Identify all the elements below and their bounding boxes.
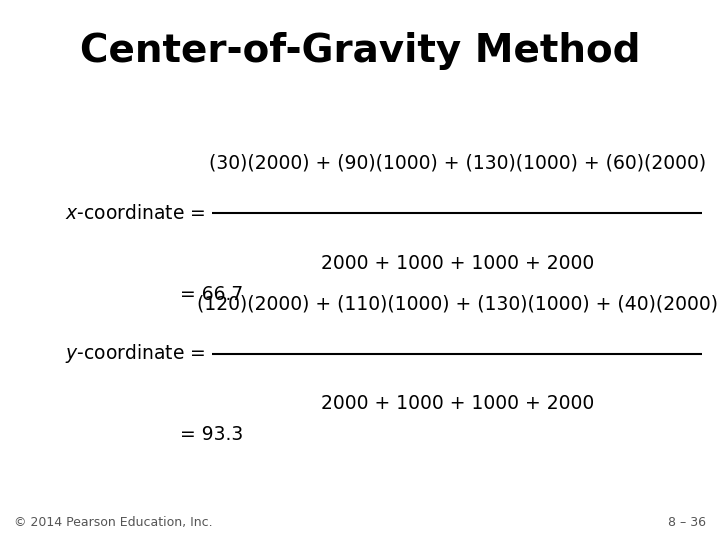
Text: 8 – 36: 8 – 36 [667,516,706,529]
Text: (30)(2000) + (90)(1000) + (130)(1000) + (60)(2000): (30)(2000) + (90)(1000) + (130)(1000) + … [209,154,706,173]
Text: = 66.7: = 66.7 [180,285,243,304]
Text: 2000 + 1000 + 1000 + 2000: 2000 + 1000 + 1000 + 2000 [320,394,594,413]
Text: $y$-coordinate =: $y$-coordinate = [65,342,207,365]
Text: © 2014 Pearson Education, Inc.: © 2014 Pearson Education, Inc. [14,516,213,529]
Text: Center-of-Gravity Method: Center-of-Gravity Method [80,32,640,70]
Text: 2000 + 1000 + 1000 + 2000: 2000 + 1000 + 1000 + 2000 [320,254,594,273]
Text: = 93.3: = 93.3 [180,425,243,444]
Text: $x$-coordinate =: $x$-coordinate = [65,204,207,223]
Text: (120)(2000) + (110)(1000) + (130)(1000) + (40)(2000): (120)(2000) + (110)(1000) + (130)(1000) … [197,294,718,313]
